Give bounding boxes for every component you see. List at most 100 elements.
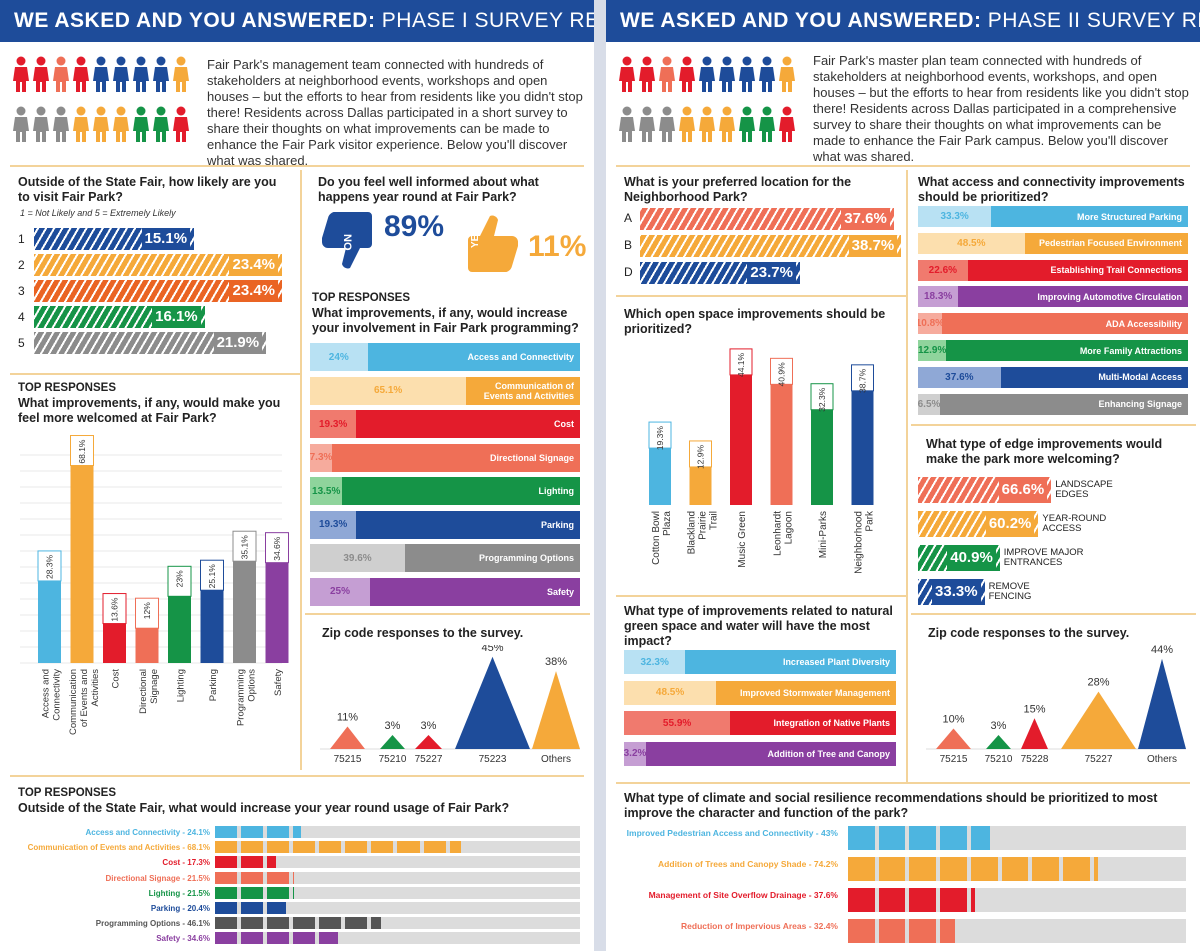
square	[267, 902, 287, 914]
edge-bar: 33.3%	[918, 579, 985, 605]
location-bar: 38.7%	[640, 235, 902, 257]
bar	[649, 448, 671, 505]
square	[215, 856, 238, 869]
bar-category-label: Safety	[273, 669, 284, 696]
person-icon	[719, 106, 735, 142]
top-responses-tag: TOP RESPONSES	[312, 292, 410, 304]
bar-value: 40.9%	[777, 362, 787, 387]
square	[940, 919, 956, 943]
response-bar: 65.1% Communication of Events and Activit…	[310, 376, 580, 405]
phase2-intro: Fair Park's master plan team connected w…	[813, 53, 1189, 164]
bar-value: 6.5%	[918, 393, 940, 415]
bar-value: 3.2%	[624, 741, 646, 766]
bar-value: 55.9%	[624, 711, 731, 735]
involvement-chart: 24% Access and Connectivity 65.1% Communica…	[310, 343, 580, 608]
response-bar: 22.6% Establishing Trail Connections	[918, 259, 1188, 281]
bar-value: 38.7%	[858, 368, 868, 393]
square	[241, 917, 264, 930]
square	[848, 857, 875, 881]
bar-category-label: Cost	[111, 669, 122, 689]
person-icon	[699, 106, 715, 142]
edge-bar: 40.9%	[918, 545, 1000, 571]
square	[940, 857, 967, 881]
person-icon	[639, 106, 655, 142]
person-icon	[53, 106, 69, 142]
square	[241, 856, 264, 869]
response-bar: 6.5% Enhancing Signage	[918, 393, 1188, 415]
bar	[689, 466, 712, 505]
person-icon	[659, 106, 675, 142]
bar-label: Lighting	[342, 477, 580, 505]
response-label: Programming Options - 46.1%	[95, 919, 210, 929]
edge-bar: 66.6%	[918, 477, 1052, 503]
divider	[911, 424, 1196, 426]
bar-label: More Structured Parking	[991, 206, 1188, 227]
bar-value: 33.3%	[932, 579, 981, 605]
square	[267, 886, 290, 899]
bar-category-label: Mini-Parks	[818, 511, 829, 558]
square	[293, 917, 316, 930]
zip-triangle	[380, 735, 405, 749]
response-bar: 24% Access and Connectivity	[310, 343, 580, 371]
bar-category-label: ProgrammingOptions	[236, 669, 258, 726]
divider	[911, 613, 1196, 615]
square	[848, 826, 875, 850]
square-row	[848, 919, 1186, 943]
person-icon	[13, 106, 29, 142]
bar-value: 12.9%	[918, 340, 947, 361]
neighborhood-park-chart: A 37.6% B 38.7% D 23.7%	[606, 208, 906, 288]
bar-value: 37.6%	[841, 208, 890, 230]
bar-value: 12%	[142, 602, 152, 619]
bar-label: Integration of Native Plants	[730, 711, 896, 735]
zip-code: 75227	[1085, 754, 1113, 765]
bar-value-box	[232, 530, 257, 562]
bar-value: 38.7%	[848, 235, 898, 257]
square	[878, 857, 906, 881]
q-year-round-title: Outside of the State Fair, what would in…	[18, 801, 510, 815]
bar-value: 35.1%	[240, 535, 250, 560]
q-edge-title: What type of edge improvements would mak…	[926, 437, 1163, 466]
open-space-chart: 19.3% Cotton BowlPlaza 12.9% BlacklandPrair…	[648, 348, 876, 574]
person-icon	[739, 56, 755, 92]
bar-value: 10.8%	[918, 313, 944, 335]
visit-likelihood-chart: 1 15.1% 2 23.4% 3 23.4% 4 16.1% 5 21.9%	[0, 228, 300, 368]
bar	[38, 580, 61, 663]
square	[293, 826, 302, 838]
square-row	[215, 856, 580, 869]
person-icon	[779, 106, 795, 142]
bar-value: 60.2%	[985, 511, 1035, 537]
zip-chart: 10% 75215 3% 75210 15% 75228 28% 75227 44% Others	[926, 645, 1186, 765]
bar	[70, 465, 94, 663]
bar-label: Safety	[370, 577, 580, 606]
bar-label: More Family Attractions	[946, 340, 1188, 361]
square-row	[215, 917, 580, 930]
person-icon	[759, 56, 775, 92]
person-icon	[679, 56, 695, 92]
square	[878, 888, 906, 912]
bar-value: 28.3%	[45, 554, 55, 579]
row-label: 1	[18, 232, 25, 246]
edge-label: YEAR-ROUND ACCESS	[1042, 513, 1107, 534]
zip-value: 3%	[421, 720, 437, 732]
person-icon	[93, 106, 109, 142]
person-icon	[619, 56, 635, 92]
square	[878, 826, 906, 850]
green-space-chart: 32.3% Increased Plant Diversity 48.5% Impro…	[624, 650, 896, 772]
response-bar: 12.9% More Family Attractions	[918, 340, 1188, 361]
zip-code: Others	[1147, 754, 1177, 765]
resilience-chart: Improved Pedestrian Access and Connectiv…	[606, 826, 1200, 948]
bar-label: Cost	[356, 410, 580, 438]
bar-label: Pedestrian Focused Environment	[1024, 232, 1188, 254]
square	[371, 841, 394, 854]
response-bar: 37.6% Multi-Modal Access	[918, 366, 1188, 388]
bar-value: 66.6%	[998, 477, 1048, 503]
likelihood-bar: 21.9%	[34, 332, 267, 354]
square	[878, 919, 906, 943]
row-label: 3	[18, 284, 25, 298]
welcomed-chart: 28.3% Access andConnectivity 68.1% Communic…	[20, 435, 289, 735]
square	[241, 886, 264, 899]
zip-triangle	[330, 726, 365, 749]
bar-value: 13.5%	[310, 477, 343, 505]
bar-value: 13.6%	[110, 597, 120, 622]
person-icon	[93, 56, 109, 92]
